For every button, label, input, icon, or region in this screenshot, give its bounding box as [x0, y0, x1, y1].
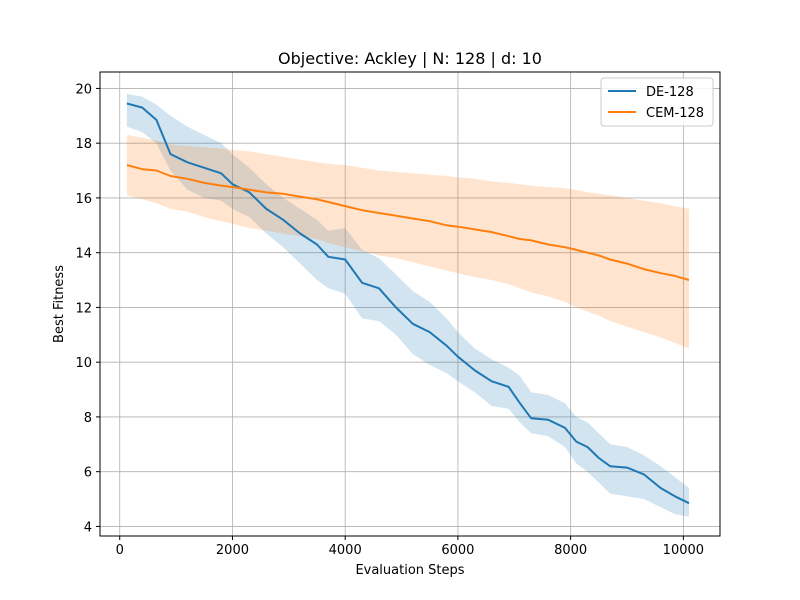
y-tick-label: 18 [75, 137, 92, 152]
y-tick-label: 8 [84, 411, 92, 426]
grid [100, 72, 720, 536]
y-tick-label: 4 [84, 520, 92, 535]
legend-label-cem-128: CEM-128 [646, 106, 704, 121]
confidence-bands [126, 93, 689, 517]
x-axis-label: Evaluation Steps [355, 563, 464, 578]
x-tick-label: 2000 [216, 543, 249, 558]
band-cem-128 [126, 135, 689, 349]
line-de-128 [126, 102, 690, 505]
x-tick-label: 8000 [554, 543, 587, 558]
y-axis-label: Best Fitness [52, 265, 67, 343]
y-tick-label: 20 [75, 82, 92, 97]
line-cem-128 [126, 164, 690, 281]
y-tick-label: 12 [75, 301, 92, 316]
y-axis-ticks: 4 6 8 10 12 14 16 18 20 [75, 82, 100, 535]
x-axis-ticks: 0 2000 4000 6000 8000 10000 [116, 536, 704, 558]
series-lines [126, 102, 690, 505]
y-tick-label: 10 [75, 356, 92, 371]
plot-frame [99, 71, 721, 537]
y-tick-label: 16 [75, 192, 92, 207]
x-tick-label: 10000 [663, 543, 704, 558]
x-tick-label: 6000 [441, 543, 474, 558]
legend-label-de-128: DE-128 [646, 85, 694, 100]
x-tick-label: 4000 [329, 543, 362, 558]
y-tick-label: 14 [75, 247, 92, 262]
x-tick-label: 0 [116, 543, 124, 558]
chart-title: Objective: Ackley | N: 128 | d: 10 [278, 49, 542, 68]
y-tick-label: 6 [84, 466, 92, 481]
band-de-128 [126, 93, 689, 517]
legend: DE-128 CEM-128 [600, 77, 714, 127]
